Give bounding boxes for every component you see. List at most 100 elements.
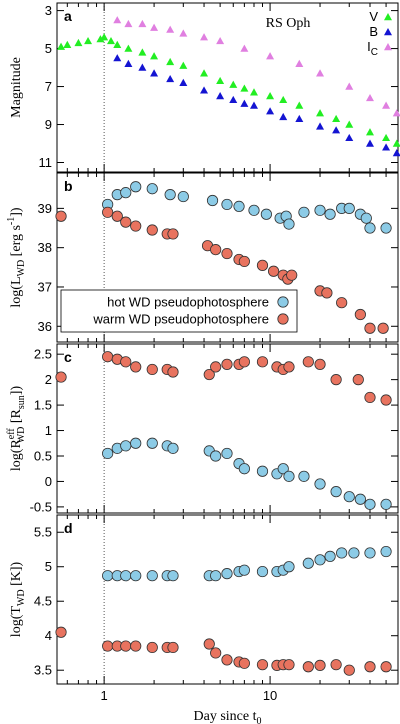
- y-tick-label: -0.5: [30, 499, 52, 514]
- circle-marker: [256, 659, 269, 671]
- circle-marker: [238, 356, 250, 368]
- circle-marker: [221, 247, 233, 260]
- circle-marker: [210, 450, 222, 462]
- y-axis-label: log(TWD [K]): [9, 561, 27, 637]
- legend-label: warm WD pseudophotosphere: [92, 312, 269, 327]
- circle-marker: [146, 183, 158, 195]
- circle-marker: [210, 361, 222, 373]
- chart-title: RS Oph: [266, 16, 311, 31]
- legend-marker: [384, 28, 392, 36]
- triangle-marker: [113, 40, 122, 48]
- triangle-marker: [365, 93, 374, 102]
- legend-label-part: I: [367, 39, 371, 54]
- circle-marker: [324, 550, 336, 562]
- y-axis-label-part: [R: [9, 408, 24, 426]
- triangle-marker: [150, 23, 159, 31]
- circle-marker: [146, 570, 158, 582]
- triangle-marker: [240, 84, 249, 92]
- triangle-marker: [138, 19, 147, 28]
- triangle-marker: [249, 88, 258, 96]
- circle-marker: [354, 308, 366, 321]
- y-tick-label: 36: [38, 319, 52, 334]
- y-tick-label: 37: [38, 279, 52, 294]
- triangle-marker: [382, 143, 391, 151]
- circle-marker: [238, 657, 250, 669]
- triangle-marker: [166, 25, 175, 33]
- y-axis-label-part: log(L: [9, 276, 24, 307]
- plot-frame: [56, 2, 399, 173]
- circle-marker: [120, 356, 132, 368]
- circle-marker: [298, 470, 310, 482]
- triangle-marker: [216, 92, 225, 100]
- triangle-marker: [216, 76, 225, 85]
- legend-label: hot WD pseudophotosphere: [107, 295, 269, 310]
- circle-marker: [330, 486, 342, 498]
- triangle-marker: [295, 101, 304, 109]
- circle-marker: [130, 640, 142, 652]
- panel-label: d: [64, 520, 73, 536]
- circle-marker: [336, 297, 348, 309]
- triangle-marker: [240, 99, 249, 107]
- circle-marker: [164, 189, 176, 201]
- x-tick-label: 1: [101, 688, 108, 703]
- y-tick-label: 9: [45, 117, 52, 132]
- legend-label: IC: [367, 39, 378, 58]
- triangle-marker: [249, 101, 258, 109]
- triangle-marker: [240, 44, 249, 52]
- triangle-marker: [392, 109, 400, 117]
- y-axis-label-part: sun: [16, 395, 27, 409]
- triangle-marker: [100, 33, 109, 41]
- circle-marker: [221, 198, 233, 211]
- circle-marker: [111, 210, 123, 222]
- legend-marker: [277, 296, 289, 308]
- y-axis-label: log(LWD [erg s-1]): [6, 207, 27, 308]
- circle-marker: [364, 547, 376, 559]
- triangle-marker: [316, 109, 325, 117]
- triangle-marker: [57, 42, 66, 50]
- y-axis-label: log(ReffWD [Rsun]): [6, 386, 27, 472]
- circle-marker: [314, 358, 326, 370]
- circle-marker: [267, 265, 280, 277]
- triangle-marker: [200, 33, 209, 41]
- circle-marker: [120, 440, 132, 452]
- circle-marker: [364, 498, 376, 510]
- y-tick-label: 3.5: [34, 663, 52, 678]
- circle-marker: [364, 222, 376, 234]
- circle-marker: [120, 187, 132, 199]
- circle-marker: [256, 565, 269, 578]
- triangle-marker: [150, 52, 159, 60]
- circle-marker: [130, 361, 142, 373]
- circle-marker: [210, 244, 222, 256]
- circle-marker: [146, 224, 158, 236]
- circle-marker: [302, 356, 314, 368]
- circle-marker: [238, 564, 250, 576]
- circle-marker: [354, 493, 366, 505]
- circle-marker: [283, 218, 295, 230]
- triangle-marker: [295, 59, 304, 67]
- circle-marker: [277, 463, 289, 475]
- circle-marker: [221, 447, 233, 460]
- triangle-marker: [124, 59, 133, 67]
- legend-marker: [384, 43, 392, 51]
- circle-marker: [210, 570, 222, 582]
- y-tick-label: 7: [45, 79, 52, 94]
- panel-label: a: [64, 8, 72, 24]
- circle-marker: [314, 478, 326, 490]
- circle-marker: [206, 194, 219, 207]
- circle-marker: [120, 640, 132, 652]
- circle-marker: [55, 210, 67, 222]
- circle-marker: [233, 200, 245, 213]
- x-axis-label-part: 0: [256, 716, 261, 724]
- circle-marker: [380, 545, 392, 558]
- circle-marker: [364, 322, 376, 334]
- y-tick-label: 2.5: [34, 347, 52, 362]
- y-axis-label-part: [erg s: [9, 225, 24, 260]
- circle-marker: [343, 202, 355, 214]
- triangle-marker: [316, 122, 325, 130]
- circle-marker: [321, 287, 333, 299]
- circle-marker: [221, 568, 233, 580]
- y-tick-label: 2: [45, 372, 52, 387]
- circle-marker: [130, 437, 142, 449]
- triangle-marker: [124, 19, 133, 28]
